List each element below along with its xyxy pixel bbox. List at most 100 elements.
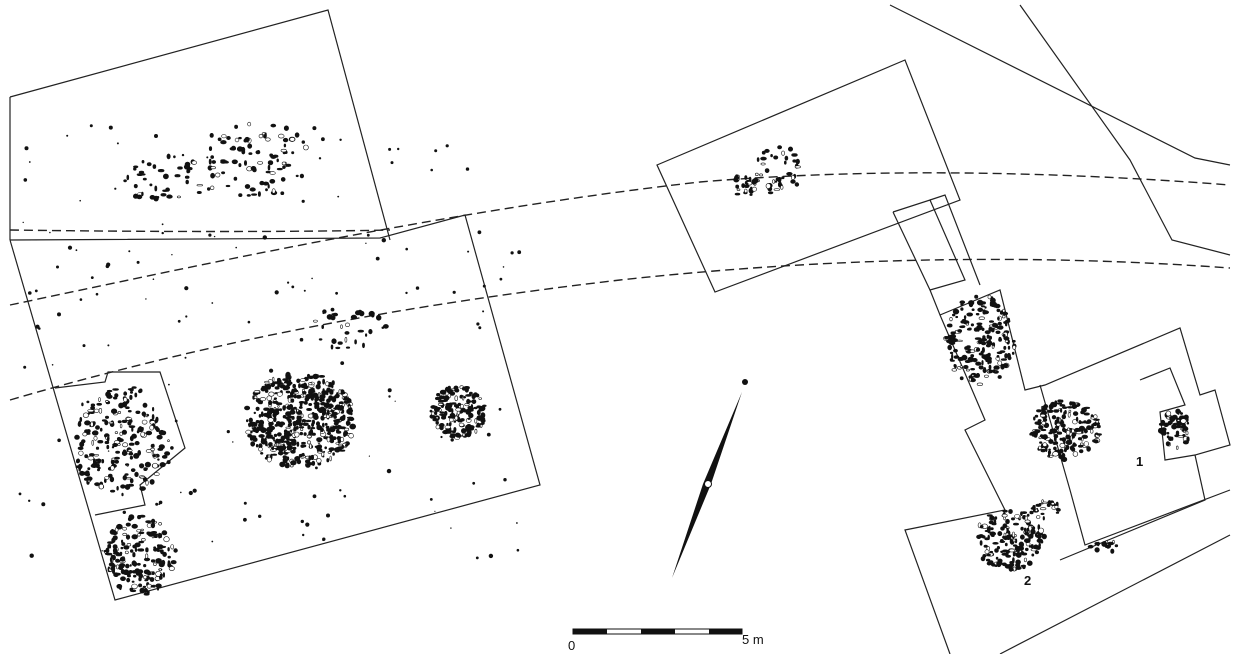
- stone: [127, 575, 130, 577]
- stone: [342, 392, 345, 394]
- stone: [277, 378, 280, 381]
- stone: [87, 401, 89, 403]
- stone: [81, 440, 85, 443]
- stone: [159, 522, 162, 525]
- stone: [250, 422, 255, 425]
- stone: [128, 250, 130, 252]
- stone: [1019, 517, 1021, 519]
- stone: [965, 347, 968, 350]
- stone: [125, 564, 129, 568]
- stone: [300, 174, 304, 178]
- stone: [277, 159, 279, 162]
- stone: [277, 433, 281, 437]
- stone: [133, 575, 136, 577]
- stone: [338, 436, 340, 438]
- stone: [1168, 421, 1172, 424]
- stone: [305, 397, 309, 401]
- stone: [214, 236, 215, 237]
- boundary-line: [1020, 5, 1230, 255]
- stone: [49, 232, 51, 234]
- stone: [1161, 420, 1165, 424]
- stone: [106, 553, 112, 555]
- stone: [998, 375, 1002, 378]
- stone: [123, 475, 127, 480]
- stone: [313, 374, 319, 379]
- stone: [248, 144, 252, 149]
- stone: [171, 560, 176, 564]
- stone: [795, 183, 799, 187]
- stone: [1031, 525, 1033, 527]
- stone: [284, 460, 287, 463]
- stone: [996, 331, 1000, 334]
- stone: [988, 353, 991, 356]
- stone: [960, 301, 965, 304]
- stone: [124, 180, 127, 182]
- stone: [175, 174, 180, 177]
- stone: [332, 412, 338, 415]
- stone: [313, 494, 317, 498]
- stone: [135, 472, 139, 477]
- stone: [275, 387, 279, 390]
- stone: [331, 385, 333, 388]
- stone: [285, 412, 291, 417]
- stone: [297, 379, 301, 383]
- stone: [1050, 410, 1052, 412]
- stone: [1056, 423, 1060, 426]
- stone: [981, 338, 987, 341]
- stone: [124, 392, 127, 396]
- dashed-line: [10, 259, 1230, 400]
- stone: [133, 168, 136, 171]
- stone: [142, 192, 144, 196]
- stone: [245, 184, 250, 188]
- stone: [744, 185, 749, 188]
- stone: [254, 391, 260, 393]
- stone: [331, 405, 334, 408]
- stone: [430, 169, 433, 172]
- stone: [275, 424, 278, 426]
- stone: [178, 320, 181, 323]
- stone: [302, 200, 305, 203]
- stone: [1021, 543, 1023, 547]
- stone: [130, 588, 133, 591]
- stone: [434, 149, 437, 152]
- stone: [791, 176, 794, 180]
- stone: [371, 313, 374, 317]
- stone: [132, 570, 137, 573]
- stone: [960, 326, 965, 328]
- stone: [129, 452, 133, 455]
- stone: [1180, 412, 1182, 414]
- stone: [1024, 558, 1026, 562]
- stone: [211, 541, 213, 543]
- stone: [1047, 504, 1050, 507]
- stone: [450, 413, 455, 416]
- stone: [284, 126, 288, 131]
- stone: [1072, 405, 1077, 408]
- stone: [129, 515, 134, 520]
- stone: [774, 156, 778, 159]
- stone: [315, 398, 317, 402]
- stone: [150, 195, 155, 199]
- stone: [159, 569, 161, 571]
- stone: [1020, 535, 1024, 540]
- stone: [1062, 407, 1067, 409]
- stone: [1015, 563, 1020, 567]
- stone: [446, 403, 450, 406]
- stone: [470, 393, 472, 396]
- stone: [246, 420, 248, 422]
- stone: [981, 306, 984, 308]
- stone: [262, 440, 264, 443]
- stone: [736, 185, 739, 188]
- stone: [83, 344, 86, 347]
- stone: [151, 523, 155, 528]
- trench-outlines: [10, 5, 1230, 654]
- stone: [57, 312, 61, 316]
- stone: [950, 360, 954, 362]
- stone: [365, 334, 367, 337]
- stone: [317, 438, 323, 442]
- stone: [761, 157, 767, 160]
- stone: [977, 328, 980, 332]
- stone: [973, 358, 978, 362]
- stone: [125, 474, 129, 476]
- stone: [339, 405, 344, 410]
- stone: [23, 366, 26, 369]
